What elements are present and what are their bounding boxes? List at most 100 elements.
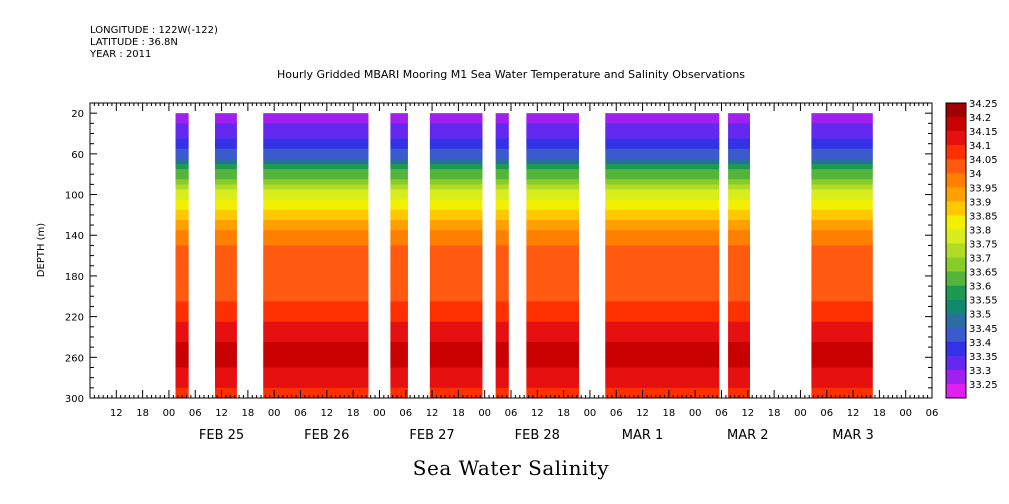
salinity-band (728, 158, 751, 165)
salinity-band (728, 316, 751, 323)
salinity-band (495, 209, 509, 216)
salinity-band (811, 148, 873, 155)
salinity-band (495, 372, 509, 379)
salinity-band (175, 153, 189, 160)
salinity-band (175, 347, 189, 353)
salinity-band (390, 164, 408, 170)
colorbar-label: 33.7 (969, 254, 991, 265)
colorbar-swatch (946, 229, 966, 244)
salinity-band (526, 306, 579, 313)
salinity-band (495, 133, 509, 140)
salinity-band (175, 189, 189, 196)
salinity-band (811, 174, 873, 180)
salinity-band (526, 326, 579, 333)
salinity-band (214, 194, 237, 201)
x-tick-label: 00 (584, 408, 597, 419)
salinity-band (429, 372, 483, 379)
salinity-band (175, 311, 189, 318)
x-tick-label: 12 (847, 408, 860, 419)
salinity-band (495, 326, 509, 333)
salinity-band (526, 367, 579, 374)
salinity-band (214, 275, 237, 282)
salinity-band (526, 275, 579, 282)
salinity-band (605, 148, 720, 155)
salinity-band (811, 204, 873, 211)
salinity-band (175, 286, 189, 292)
salinity-band (263, 301, 369, 307)
salinity-band (811, 225, 873, 231)
salinity-band (214, 342, 237, 348)
salinity-band (495, 377, 509, 384)
salinity-band (526, 255, 579, 262)
salinity-band (495, 362, 509, 368)
salinity-band (390, 306, 408, 313)
salinity-band (429, 189, 483, 196)
salinity-band (429, 357, 483, 363)
salinity-band (214, 214, 237, 221)
salinity-band (495, 230, 509, 236)
salinity-band (429, 265, 483, 272)
salinity-band (263, 245, 369, 251)
salinity-band (605, 189, 720, 196)
salinity-band (495, 296, 509, 302)
salinity-band (175, 321, 189, 328)
salinity-band (811, 209, 873, 216)
salinity-band (495, 219, 509, 226)
data-segment (214, 113, 237, 399)
salinity-band (495, 153, 509, 160)
salinity-band (526, 235, 579, 241)
salinity-band (214, 219, 237, 226)
salinity-band (605, 174, 720, 180)
salinity-band (390, 225, 408, 231)
salinity-band (495, 138, 509, 145)
salinity-band (728, 219, 751, 226)
salinity-band (175, 326, 189, 333)
salinity-band (495, 275, 509, 282)
salinity-band (728, 357, 751, 363)
colorbar-label: 33.3 (969, 366, 991, 377)
x-tick-label: 18 (452, 408, 465, 419)
salinity-band (605, 291, 720, 297)
salinity-band (811, 281, 873, 287)
salinity-band (728, 270, 751, 277)
salinity-band (390, 382, 408, 389)
salinity-band (728, 164, 751, 170)
salinity-band (811, 219, 873, 226)
data-segment (175, 113, 189, 399)
salinity-band (214, 331, 237, 338)
colorbar-swatch (946, 159, 966, 174)
salinity-band (214, 316, 237, 323)
salinity-band (495, 270, 509, 277)
salinity-band (214, 235, 237, 241)
salinity-band (728, 209, 751, 216)
salinity-band (728, 214, 751, 221)
salinity-band (605, 336, 720, 343)
salinity-band (175, 123, 189, 129)
salinity-band (390, 245, 408, 251)
salinity-band (605, 169, 720, 175)
salinity-band (175, 306, 189, 313)
date-label: MAR 2 (727, 428, 769, 443)
salinity-band (429, 321, 483, 328)
salinity-band (811, 265, 873, 272)
salinity-band (429, 174, 483, 180)
longitude-label: LONGITUDE : 122W(-122) (90, 25, 218, 36)
salinity-band (605, 306, 720, 313)
salinity-band (811, 367, 873, 374)
salinity-band (214, 265, 237, 272)
salinity-band (175, 235, 189, 241)
salinity-band (263, 174, 369, 180)
salinity-band (263, 113, 369, 119)
salinity-band (214, 270, 237, 277)
salinity-band (728, 387, 751, 394)
salinity-band (728, 352, 751, 358)
salinity-band (263, 331, 369, 338)
salinity-band (811, 347, 873, 353)
salinity-band (495, 336, 509, 343)
salinity-band (390, 148, 408, 155)
salinity-band (214, 357, 237, 363)
salinity-band (526, 179, 579, 185)
salinity-band (526, 153, 579, 160)
salinity-band (811, 143, 873, 150)
x-tick-label: 18 (768, 408, 781, 419)
